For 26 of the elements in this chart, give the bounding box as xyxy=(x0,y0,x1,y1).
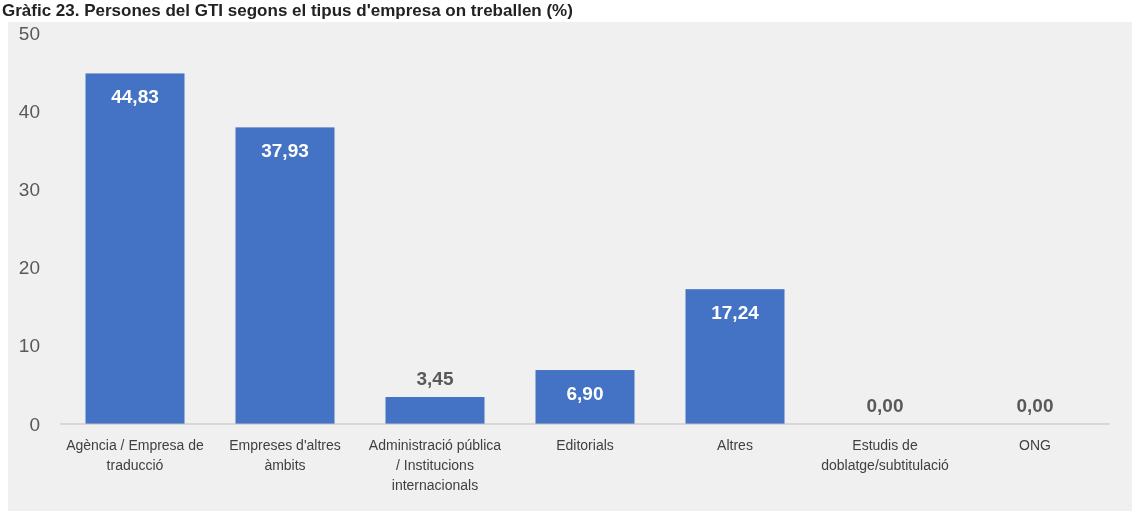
data-label: 0,00 xyxy=(1016,395,1054,416)
data-label: 3,45 xyxy=(416,368,454,390)
data-label: 17,24 xyxy=(711,302,760,324)
data-label: 6,90 xyxy=(566,383,604,405)
bar xyxy=(685,289,785,424)
y-tick-label: 20 xyxy=(18,257,40,279)
chart-title: Gràfic 23. Persones del GTI segons el tipus d'empresa on treballen (%) xyxy=(2,1,573,20)
x-tick-label: Editorials xyxy=(556,437,614,453)
bar xyxy=(535,370,635,424)
bar xyxy=(385,397,485,424)
x-tick-label: Administració pública / Institucions internacionals xyxy=(368,437,502,493)
data-label: 0,00 xyxy=(866,395,904,416)
y-tick-label: 30 xyxy=(18,179,40,201)
bar xyxy=(235,127,335,424)
x-tick-label: Empreses d'altres àmbits xyxy=(229,437,341,473)
data-label: 44,83 xyxy=(111,86,159,108)
x-tick-label: ONG xyxy=(1019,437,1051,453)
data-label: 37,93 xyxy=(261,140,309,162)
y-tick-label: 10 xyxy=(18,335,40,357)
x-tick-label: Agència / Empresa de traducció xyxy=(66,437,205,473)
y-tick-label: 50 xyxy=(18,22,40,44)
x-tick-label: Estudis de doblatge/subtitulació xyxy=(821,437,950,473)
bar xyxy=(85,73,185,424)
x-tick-label: Altres xyxy=(717,437,753,453)
y-tick-label: 0 xyxy=(29,413,40,435)
y-tick-label: 40 xyxy=(18,100,40,122)
